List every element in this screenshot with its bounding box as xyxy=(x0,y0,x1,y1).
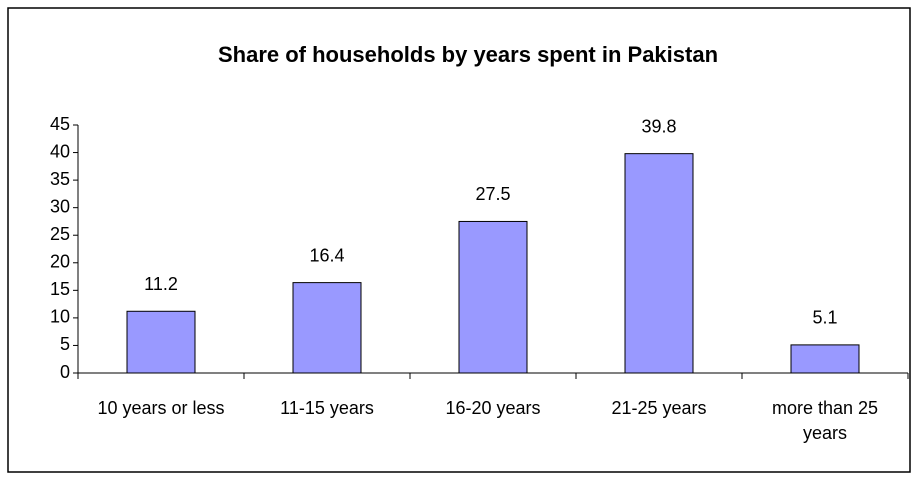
data-label: 39.8 xyxy=(641,116,676,136)
bar xyxy=(790,344,860,374)
bar xyxy=(624,153,694,374)
x-tick-label: more than 25 years xyxy=(771,398,879,443)
data-label: 16.4 xyxy=(309,245,344,265)
bar xyxy=(126,310,196,374)
data-label: 5.1 xyxy=(812,308,837,328)
y-tick-label: 15 xyxy=(50,279,70,299)
data-label: 11.2 xyxy=(144,274,178,294)
y-tick-label: 35 xyxy=(50,169,70,189)
y-tick-label: 0 xyxy=(60,362,70,382)
x-tick-label: 16-20 years xyxy=(445,398,541,418)
y-tick-label: 25 xyxy=(50,224,70,244)
x-tick-label: 21-25 years xyxy=(611,398,707,418)
x-tick-label: 11-15 years xyxy=(280,398,374,418)
y-tick-label: 5 xyxy=(60,334,70,354)
y-tick-label: 20 xyxy=(50,252,70,272)
x-tick-label: 10 years or less xyxy=(97,398,225,418)
bar xyxy=(458,220,528,374)
bar xyxy=(292,282,362,374)
data-label: 27.5 xyxy=(475,184,510,204)
y-tick-label: 10 xyxy=(50,307,70,327)
chart-title: Share of households by years spent in Pa… xyxy=(218,42,718,67)
y-tick-label: 30 xyxy=(50,196,70,216)
y-tick-label: 45 xyxy=(50,114,70,134)
y-tick-label: 40 xyxy=(50,141,70,161)
